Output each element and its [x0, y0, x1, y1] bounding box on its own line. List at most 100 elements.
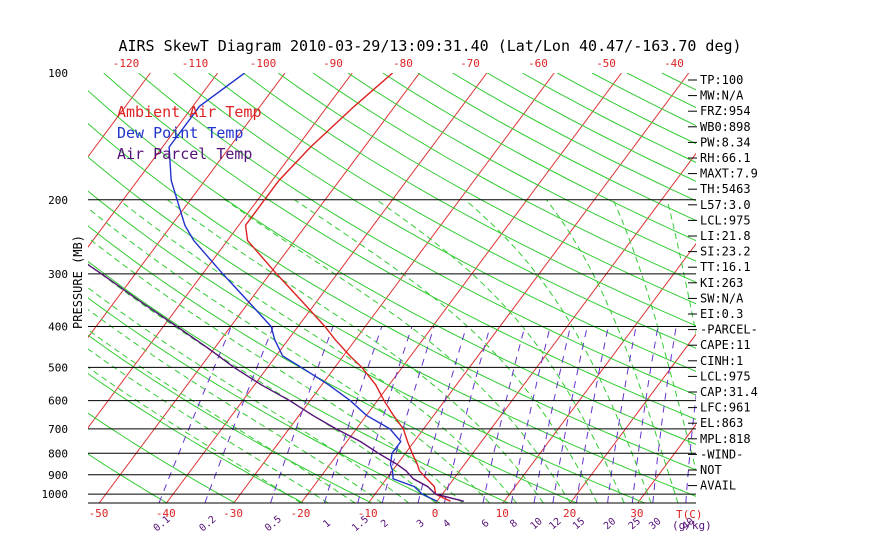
mixing-ratio-line: [417, 326, 467, 503]
dry-adiabat-line: [88, 334, 372, 503]
temperature-tick-label: -40: [156, 507, 176, 520]
dry-adiabat-line: [243, 73, 696, 327]
pressure-tick-label: 1000: [42, 488, 69, 501]
moist-adiabat-line: [224, 199, 571, 503]
pressure-tick-label: 600: [48, 395, 68, 408]
legend: Ambient Air Temp Dew Point Temp Air Parc…: [117, 103, 262, 163]
mixing-ratio-line: [631, 326, 659, 503]
index-item: CINH:1: [700, 354, 743, 368]
index-item: PW:8.34: [700, 135, 751, 149]
mixing-ratio-tick-label: 6: [480, 518, 492, 530]
temperature-tick-label: 20: [563, 507, 576, 520]
moist-adiabat-line: [612, 199, 696, 472]
moist-adiabat-line: [464, 199, 652, 503]
top-temperature-tick-labels: -120 -110 -100 -90 -80 -70 -60 -50 -40: [113, 57, 684, 70]
legend-dew-point-temp: Dew Point Temp: [117, 124, 243, 142]
isotherm-line: [88, 73, 151, 158]
top-temperature-tick-label: -60: [528, 57, 548, 70]
dry-adiabat-line: [801, 73, 870, 503]
dry-adiabat-line: [312, 73, 696, 283]
mixing-ratio-line: [357, 326, 413, 503]
mixing-ratio-tick-label: 4: [441, 518, 453, 530]
dry-adiabat-line: [88, 190, 645, 503]
index-item: CAPE:11: [700, 338, 751, 352]
pressure-tick-label: 200: [48, 194, 68, 207]
index-item: MAXT:7.9: [700, 167, 758, 181]
pressure-tick-label: 800: [48, 447, 68, 460]
mixing-ratio-line: [652, 326, 677, 503]
legend-ambient-air-temp: Ambient Air Temp: [117, 103, 262, 121]
pressure-tick-label: 300: [48, 268, 68, 281]
index-item: AVAIL: [700, 479, 736, 493]
dry-adiabat-line: [88, 297, 441, 503]
isotherm-line: [88, 73, 219, 248]
dry-adiabat-line: [88, 260, 509, 503]
isotherm-line: [166, 73, 488, 503]
sounding-profiles: [88, 73, 465, 502]
top-temperature-tick-label: -40: [664, 57, 684, 70]
moist-adiabat-line: [118, 199, 517, 503]
isotherm-line: [88, 73, 286, 339]
pressure-tick-labels: 100 200 300 400 500 600 700 800 900 1000: [42, 67, 69, 501]
dry-adiabat-line: [103, 73, 696, 420]
mixing-ratio-unit-label: (g/kg): [672, 519, 712, 532]
moist-adiabat-line: [88, 287, 410, 503]
index-item: LFC:961: [700, 401, 751, 415]
index-item: SW:N/A: [700, 291, 744, 305]
isotherm-line: [233, 73, 555, 503]
index-item: LI:21.8: [700, 229, 751, 243]
isotherm-line: [0, 73, 16, 503]
top-temperature-tick-label: -110: [182, 57, 209, 70]
index-item: -PARCEL-: [700, 323, 758, 337]
index-item: NOT: [700, 463, 722, 477]
index-item: -WIND-: [700, 447, 743, 461]
index-item: TP:100: [700, 73, 743, 87]
mixing-ratio-grid: [158, 326, 696, 503]
isotherm-line: [435, 152, 696, 503]
chart-title: AIRS SkewT Diagram 2010-03-29/13:09:31.4…: [118, 37, 741, 55]
profile-ambient-air-temp: [244, 73, 451, 502]
top-temperature-tick-label: -90: [323, 57, 343, 70]
dry-adiabat-line: [88, 156, 696, 497]
isotherm-line: [569, 333, 696, 503]
mixing-ratio-line: [323, 326, 383, 503]
isotherm-line: [88, 73, 353, 429]
index-item: LCL:975: [700, 369, 751, 383]
dry-adiabat-line: [138, 73, 696, 396]
index-item: FRZ:954: [700, 104, 751, 118]
mixing-ratio-line: [482, 326, 526, 503]
mixing-ratio-line: [575, 326, 609, 503]
y-axis-label: PRESSURE (MB): [71, 235, 85, 329]
moist-adiabat-line: [167, 199, 544, 503]
isotherm-line: [637, 423, 696, 503]
bottom-temperature-tick-labels: -50 -40 -30 -20 -10 0 10 20 30: [89, 507, 644, 520]
profile-dew-point-temp: [168, 73, 438, 502]
index-item: L57:3.0: [700, 198, 751, 212]
isotherm-line: [300, 73, 622, 503]
pressure-tick-label: 900: [48, 469, 68, 482]
top-temperature-tick-label: -70: [460, 57, 480, 70]
index-item: CAP:31.4: [700, 385, 758, 399]
temperature-tick-label: 10: [496, 507, 509, 520]
mixing-ratio-line: [533, 326, 571, 503]
isotherm-line: [367, 73, 690, 503]
temperature-tick-label: -10: [358, 507, 378, 520]
moist-adiabat-line: [88, 308, 383, 503]
profile-air-parcel-temp: [88, 263, 465, 502]
pressure-tick-label: 500: [48, 361, 68, 374]
mixing-ratio-line: [552, 326, 588, 503]
index-item: LCL:975: [700, 213, 751, 227]
index-item: TH:5463: [700, 182, 751, 196]
pressure-tick-label: 100: [48, 67, 68, 80]
mixing-ratio-line: [510, 326, 551, 503]
moist-adiabat-grid: [88, 199, 696, 503]
isotherm-line: [839, 73, 870, 503]
isotherm-line: [502, 243, 696, 503]
isobar-lines: [88, 199, 696, 504]
mixing-ratio-line: [607, 326, 637, 503]
temperature-unit-label: T(C): [676, 508, 703, 521]
index-item: KI:263: [700, 276, 743, 290]
index-item: EI:0.3: [700, 307, 743, 321]
